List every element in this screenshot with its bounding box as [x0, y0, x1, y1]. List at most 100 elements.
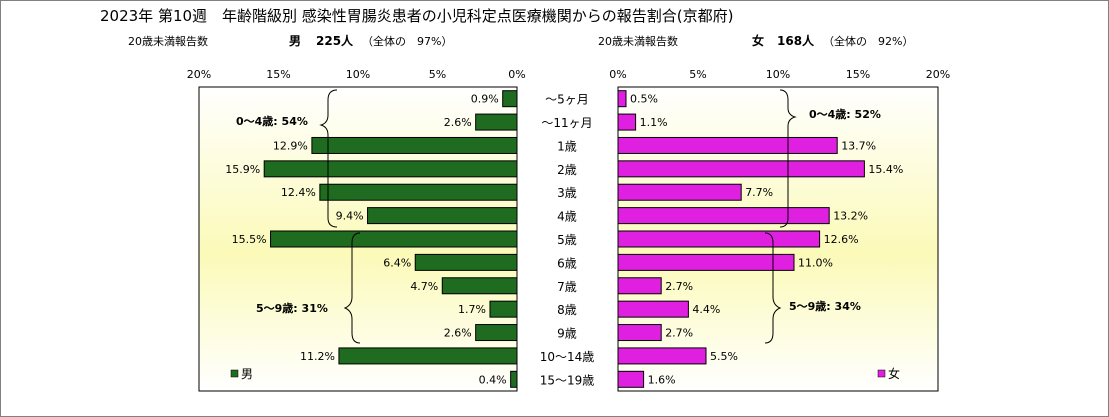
- male-series: 0.9% 2.6% 12.9% 15.9% 12.4% 9.4% 15.5% 6.4% 4.7%…: [225, 90, 518, 388]
- male-axis-ticks: 20% 15% 10% 5% 0%: [187, 68, 526, 81]
- male-0-4-bracket: [319, 89, 338, 228]
- male-data-label: 15.5%: [232, 233, 267, 246]
- female-data-label: 1.1%: [640, 116, 668, 129]
- female-data-label: 2.7%: [665, 280, 693, 293]
- female-legend-label: 女: [888, 366, 900, 381]
- female-data-label: 1.6%: [648, 373, 676, 386]
- female-data-label: 0.5%: [630, 93, 658, 106]
- male-tick-label: 5%: [429, 68, 446, 81]
- female-tick-label: 10%: [766, 68, 790, 81]
- male-name: 男: [289, 34, 301, 48]
- category-label: 6歳: [557, 256, 577, 270]
- male-5-9-annotation: 5～9歳: 31%: [256, 301, 328, 315]
- female-bar: [617, 300, 689, 318]
- female-count: 168人: [777, 33, 815, 48]
- male-bar: [441, 277, 518, 295]
- female-count-label: 20歳未満報告数: [598, 35, 678, 48]
- male-bar: [367, 207, 518, 225]
- female-5-9-annotation: 5～9歳: 34%: [789, 299, 861, 313]
- female-bar: [617, 207, 830, 225]
- chart-title: 2023年 第10週 年齢階級別 感染性胃腸炎患者の小児科定点医療機関からの報告…: [100, 7, 734, 25]
- male-data-label: 2.6%: [444, 116, 472, 129]
- female-tick-label: 0%: [609, 68, 626, 81]
- male-count: 225人: [316, 33, 354, 48]
- category-labels: ～5ヶ月 ～11ヶ月 1歳 2歳 3歳 4歳 5歳 6歳 7歳 8歳 9歳 10～14歳 15～19歳: [540, 93, 595, 388]
- male-legend-swatch: [230, 369, 239, 378]
- male-data-label: 4.7%: [410, 280, 438, 293]
- female-bar: [617, 230, 821, 248]
- male-0-4-annotation: 0～4歳: 54%: [236, 114, 308, 128]
- male-data-label: 12.9%: [273, 139, 308, 152]
- male-bar: [489, 300, 518, 318]
- male-legend-label: 男: [241, 367, 253, 381]
- female-data-label: 12.6%: [824, 233, 859, 246]
- female-data-label: 13.7%: [841, 139, 876, 152]
- male-bar: [510, 370, 518, 388]
- male-data-label: 0.4%: [479, 373, 507, 386]
- female-data-label: 11.0%: [798, 256, 833, 269]
- category-label: 1歳: [557, 139, 577, 153]
- male-data-label: 9.4%: [336, 210, 364, 223]
- female-tick-label: 20%: [926, 68, 950, 81]
- category-label: 9歳: [557, 327, 577, 341]
- male-data-label: 6.4%: [383, 256, 411, 269]
- category-label: 4歳: [557, 210, 577, 224]
- female-legend-swatch: [877, 369, 886, 378]
- female-bar: [617, 183, 742, 201]
- category-label: 15～19歳: [540, 373, 595, 387]
- female-tick-label: 15%: [846, 68, 870, 81]
- male-data-label: 2.6%: [444, 327, 472, 340]
- category-label: 5歳: [557, 233, 577, 247]
- female-bar: [617, 90, 627, 108]
- female-data-label: 4.4%: [692, 303, 720, 316]
- male-bar: [319, 183, 518, 201]
- male-bar: [263, 160, 518, 178]
- female-bar: [617, 113, 637, 131]
- female-bar: [617, 253, 795, 271]
- male-count-label: 20歳未満報告数: [128, 35, 208, 48]
- female-0-4-annotation: 0～4歳: 52%: [809, 107, 881, 121]
- category-label: 3歳: [557, 186, 577, 200]
- category-label: ～5ヶ月: [545, 93, 589, 107]
- female-axis-ticks: 0% 5% 10% 15% 20%: [609, 68, 950, 81]
- female-bar: [617, 136, 838, 154]
- category-label: 10～14歳: [540, 350, 595, 364]
- female-data-label: 2.7%: [665, 327, 693, 340]
- category-label: 8歳: [557, 303, 577, 317]
- female-tick-label: 5%: [689, 68, 706, 81]
- male-data-label: 11.2%: [300, 350, 335, 363]
- female-bar: [617, 160, 865, 178]
- female-name: 女: [752, 33, 764, 48]
- female-bar: [617, 277, 662, 295]
- male-data-label: 12.4%: [281, 186, 316, 199]
- female-bar: [617, 347, 707, 365]
- male-bar: [502, 90, 518, 108]
- male-tick-label: 10%: [346, 68, 370, 81]
- female-total-share: （全体の 92%）: [823, 34, 913, 48]
- female-data-label: 7.7%: [745, 186, 773, 199]
- male-tick-label: 0%: [508, 68, 525, 81]
- male-tick-label: 15%: [266, 68, 290, 81]
- male-bar: [475, 324, 518, 342]
- female-data-label: 15.4%: [868, 163, 903, 176]
- male-bar: [338, 347, 518, 365]
- male-tick-label: 20%: [187, 68, 211, 81]
- male-bar: [270, 230, 518, 248]
- female-data-label: 5.5%: [710, 350, 738, 363]
- category-label: 2歳: [557, 163, 577, 177]
- male-bar: [311, 136, 518, 154]
- male-bar: [475, 113, 518, 131]
- female-0-4-bracket: [779, 89, 797, 228]
- female-bar: [617, 324, 662, 342]
- male-data-label: 15.9%: [225, 163, 260, 176]
- female-data-label: 13.2%: [833, 210, 868, 223]
- male-total-share: （全体の 97%）: [362, 34, 452, 48]
- male-data-label: 1.7%: [458, 303, 486, 316]
- female-series: 0.5% 1.1% 13.7% 15.4% 7.7% 13.2% 12.6% 11.0% 2.7…: [617, 90, 903, 388]
- male-data-label: 0.9%: [471, 93, 499, 106]
- male-5-9-bracket: [343, 232, 361, 344]
- female-bar: [617, 370, 645, 388]
- category-label: 7歳: [557, 280, 577, 294]
- category-label: ～11ヶ月: [541, 116, 592, 130]
